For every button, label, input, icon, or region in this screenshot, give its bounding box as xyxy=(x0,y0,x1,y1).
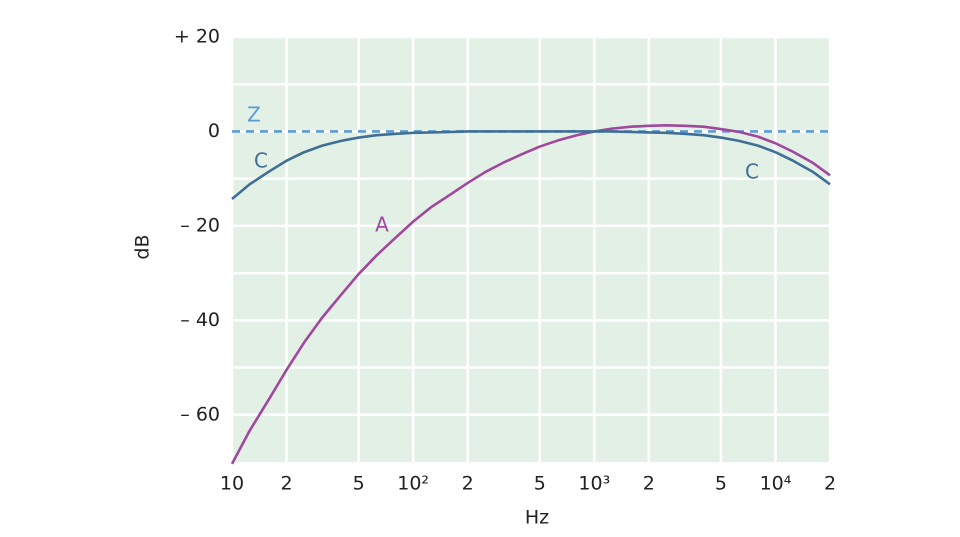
x-tick-label: 2 xyxy=(280,473,292,495)
plot-area xyxy=(232,37,830,462)
curve xyxy=(231,130,831,200)
y-tick-label: 0 xyxy=(208,120,220,142)
y-tick-label: – 20 xyxy=(180,214,220,236)
x-tick-label: 5 xyxy=(534,473,546,495)
curve xyxy=(230,124,831,465)
y-tick-label: + 20 xyxy=(174,26,220,48)
x-tick-label: 2 xyxy=(462,473,474,495)
curve-label: Z xyxy=(247,103,261,127)
x-tick-label: 2 xyxy=(824,473,836,495)
x-tick-label: 5 xyxy=(353,473,365,495)
y-tick-label: – 40 xyxy=(180,309,220,331)
x-tick-label: 5 xyxy=(715,473,727,495)
y-tick-label: – 60 xyxy=(180,403,220,425)
curve-label: C xyxy=(254,149,268,173)
x-axis-label: Hz xyxy=(525,507,549,529)
curve-label: C xyxy=(745,160,759,184)
x-tick-label: 10³ xyxy=(578,473,610,495)
x-tick-label: 10² xyxy=(397,473,429,495)
y-axis-label: dB xyxy=(132,234,154,259)
curve-label: A xyxy=(375,213,389,237)
x-tick-label: 2 xyxy=(643,473,655,495)
x-tick-label: 10⁴ xyxy=(760,473,792,495)
x-tick-label: 10 xyxy=(220,473,244,495)
